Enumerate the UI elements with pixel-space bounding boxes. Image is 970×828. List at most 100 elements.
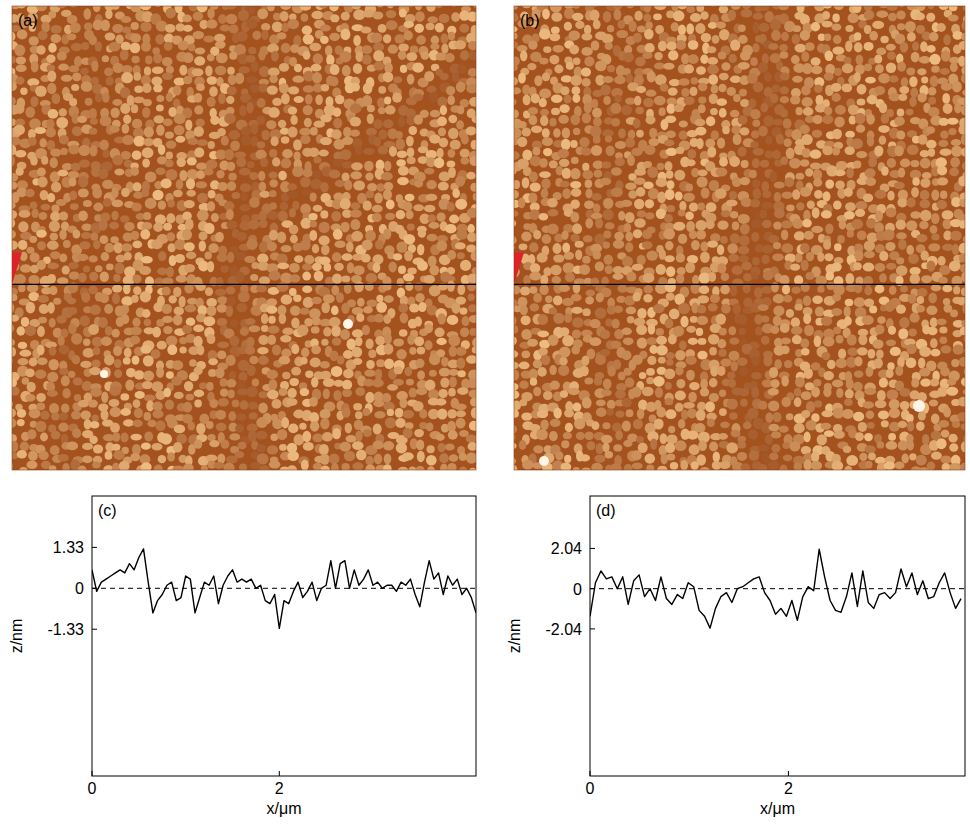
afm-grain <box>455 242 466 249</box>
afm-grain <box>18 358 29 365</box>
afm-grain <box>356 313 364 322</box>
afm-grain <box>385 213 395 220</box>
afm-grain <box>364 161 374 171</box>
afm-grain <box>178 41 189 51</box>
afm-grain <box>38 31 48 41</box>
afm-grain <box>49 403 59 414</box>
afm-grain <box>269 179 278 187</box>
afm-grain <box>84 8 92 19</box>
afm-grain <box>299 423 306 430</box>
afm-grain <box>130 434 142 441</box>
afm-grain <box>123 26 131 33</box>
afm-grain <box>460 50 469 60</box>
afm-grain <box>403 273 414 281</box>
afm-grain <box>455 199 467 210</box>
afm-grain <box>179 170 187 181</box>
afm-grain <box>78 466 87 470</box>
afm-grain <box>218 398 229 407</box>
afm-grain <box>59 368 68 375</box>
afm-grain <box>35 370 46 379</box>
afm-grain <box>236 303 247 312</box>
afm-grain <box>451 12 460 22</box>
afm-grain <box>385 417 396 428</box>
afm-grain <box>259 241 268 252</box>
afm-grain <box>102 55 109 62</box>
afm-grain <box>268 107 280 118</box>
afm-grain <box>81 42 89 50</box>
afm-grain <box>19 467 28 470</box>
afm-grain <box>162 316 173 323</box>
afm-grain <box>207 76 218 84</box>
afm-grain <box>282 372 290 379</box>
afm-grain <box>209 86 218 97</box>
afm-grain <box>311 11 323 20</box>
afm-grain <box>267 335 276 345</box>
afm-grain <box>51 34 62 43</box>
afm-grain <box>154 464 163 470</box>
afm-grain <box>251 124 258 135</box>
afm-grain <box>332 428 341 439</box>
afm-grain <box>319 236 330 246</box>
afm-grain <box>92 360 101 368</box>
afm-grain <box>133 399 141 408</box>
afm-grain <box>217 254 228 262</box>
afm-grain <box>226 286 236 294</box>
afm-grain <box>321 339 328 346</box>
afm-grain <box>438 127 446 136</box>
afm-grain <box>304 118 312 128</box>
afm-grain <box>288 86 299 94</box>
afm-grain <box>166 213 175 223</box>
afm-grain <box>407 223 415 230</box>
afm-grain <box>363 201 372 211</box>
afm-grain <box>353 63 362 74</box>
afm-grain <box>346 435 357 442</box>
afm-grain <box>37 260 46 270</box>
afm-grain <box>256 285 267 292</box>
afm-grain <box>40 433 48 442</box>
afm-grain <box>12 386 20 395</box>
afm-grain <box>320 409 331 419</box>
afm-grain <box>50 445 60 455</box>
afm-grain <box>288 19 300 29</box>
afm-grain <box>462 316 470 326</box>
afm-grain <box>109 126 119 133</box>
afm-grain <box>300 357 308 365</box>
afm-grain <box>196 119 205 128</box>
afm-grain <box>331 306 339 316</box>
afm-grain <box>124 252 132 261</box>
afm-grain <box>309 148 320 158</box>
afm-grain <box>467 232 476 242</box>
afm-grain <box>70 22 81 33</box>
afm-grain <box>61 403 69 413</box>
afm-grain <box>12 441 18 452</box>
afm-grain <box>90 118 98 125</box>
afm-grain <box>310 192 317 201</box>
afm-grain <box>110 236 118 243</box>
afm-grain <box>89 436 97 444</box>
afm-grain <box>69 178 77 187</box>
afm-grain <box>374 193 383 204</box>
afm-grain <box>309 308 321 319</box>
afm-grain <box>204 316 216 326</box>
afm-grain <box>46 127 56 137</box>
afm-grain <box>100 235 109 244</box>
afm-grain <box>383 34 391 43</box>
afm-grain <box>309 43 321 52</box>
afm-grain <box>324 263 332 271</box>
afm-grain <box>290 274 301 282</box>
afm-grain <box>445 443 455 450</box>
afm-grain <box>73 377 83 385</box>
afm-grain <box>217 128 226 136</box>
afm-grain <box>416 440 424 451</box>
afm-grain <box>342 65 351 76</box>
afm-grain <box>413 93 423 101</box>
afm-grain <box>309 397 318 407</box>
afm-grain <box>334 380 344 387</box>
afm-grain <box>404 250 413 261</box>
afm-grain <box>104 67 113 76</box>
afm-grain <box>187 157 197 165</box>
afm-grain <box>248 220 259 230</box>
afm-grain <box>194 126 204 136</box>
afm-grain <box>238 291 250 302</box>
afm-grain <box>226 209 234 220</box>
